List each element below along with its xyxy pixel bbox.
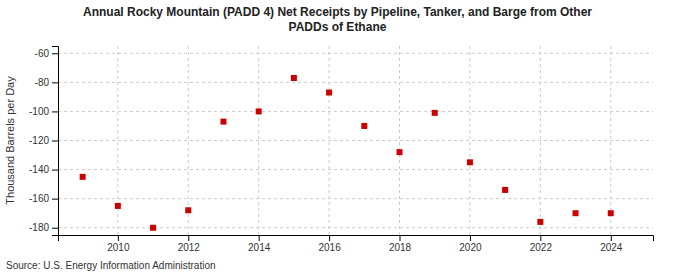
tick: -60 xyxy=(35,48,58,59)
tick: -160 xyxy=(29,193,58,204)
grid-line xyxy=(58,198,653,199)
point xyxy=(115,203,121,209)
grid-line xyxy=(399,46,400,235)
point xyxy=(608,210,614,216)
x-axis: 2010 2012 2014 2016 2018 2020 2022 2024 xyxy=(59,235,654,253)
tick-label: -180 xyxy=(29,222,49,233)
tick-mark xyxy=(52,141,58,142)
tick-mark xyxy=(400,235,401,241)
point xyxy=(467,159,473,165)
point xyxy=(432,110,438,116)
tick-label: 2024 xyxy=(600,242,623,253)
tick-label: -120 xyxy=(29,135,49,146)
tick-mark xyxy=(52,170,58,171)
tick-mark xyxy=(470,235,471,241)
tick-mark xyxy=(540,235,541,241)
point xyxy=(537,219,543,225)
tick: -80 xyxy=(35,77,58,88)
grid-line xyxy=(188,46,189,235)
tick-label: -100 xyxy=(29,106,49,117)
tick-mark xyxy=(52,199,58,200)
chart: Annual Rocky Mountain (PADD 4) Net Recei… xyxy=(0,0,675,275)
grid-line xyxy=(58,53,653,54)
tick-mark xyxy=(52,82,58,83)
tick-label: -80 xyxy=(35,77,50,88)
point xyxy=(397,149,403,155)
y-axis: -180 -160 -140 -120 -100 -80 -60 xyxy=(29,47,59,236)
tick-label: 2022 xyxy=(530,242,553,253)
tick: 2022 xyxy=(530,235,553,253)
tick-mark xyxy=(52,53,58,54)
point xyxy=(573,210,579,216)
tick-mark xyxy=(118,235,119,241)
source-note: Source: U.S. Energy Information Administ… xyxy=(6,260,216,271)
tick-label: 2020 xyxy=(459,242,482,253)
tick-label: 2012 xyxy=(178,242,201,253)
tick: -100 xyxy=(29,106,58,117)
points xyxy=(80,75,614,231)
tick: 2014 xyxy=(248,235,271,253)
tick-label: 2016 xyxy=(318,242,341,253)
grid xyxy=(58,46,653,235)
point xyxy=(256,108,262,114)
tick: 2016 xyxy=(318,235,341,253)
grid-line xyxy=(58,227,653,228)
tick-label: -60 xyxy=(35,48,50,59)
tick-mark xyxy=(52,228,58,229)
grid-line xyxy=(58,169,653,170)
tick-mark xyxy=(329,235,330,241)
grid-line xyxy=(58,82,653,83)
tick: 2012 xyxy=(178,235,201,253)
axis-line xyxy=(52,47,59,236)
tick-mark xyxy=(259,235,260,241)
point xyxy=(80,174,86,180)
tick-label: -140 xyxy=(29,164,49,175)
tick: -180 xyxy=(29,222,58,233)
title: Annual Rocky Mountain (PADD 4) Net Recei… xyxy=(83,5,592,34)
point xyxy=(326,90,332,96)
tick-mark xyxy=(188,235,189,241)
tick-label: -160 xyxy=(29,193,49,204)
point xyxy=(502,187,508,193)
axis-line xyxy=(59,236,654,242)
tick-mark xyxy=(611,235,612,241)
point xyxy=(361,123,367,129)
grid-line xyxy=(58,140,653,141)
tick-label: 2010 xyxy=(107,242,130,253)
tick: 2020 xyxy=(459,235,482,253)
point xyxy=(220,119,226,125)
point xyxy=(291,75,297,81)
tick: 2018 xyxy=(389,235,412,253)
grid-line xyxy=(58,111,653,112)
tick: 2024 xyxy=(600,235,623,253)
tick: 2010 xyxy=(107,235,130,253)
grid-line xyxy=(469,46,470,235)
tick: -140 xyxy=(29,164,58,175)
tick: -120 xyxy=(29,135,58,146)
tick-label: 2018 xyxy=(389,242,412,253)
tick-label: 2014 xyxy=(248,242,271,253)
axis-title: Thousand Barrels per Day xyxy=(4,76,16,205)
point xyxy=(150,225,156,231)
tick-mark xyxy=(52,111,58,112)
plot-area: 2010 2012 2014 2016 2018 2020 2022 2024 -180 -160… xyxy=(4,46,654,253)
point xyxy=(185,207,191,213)
